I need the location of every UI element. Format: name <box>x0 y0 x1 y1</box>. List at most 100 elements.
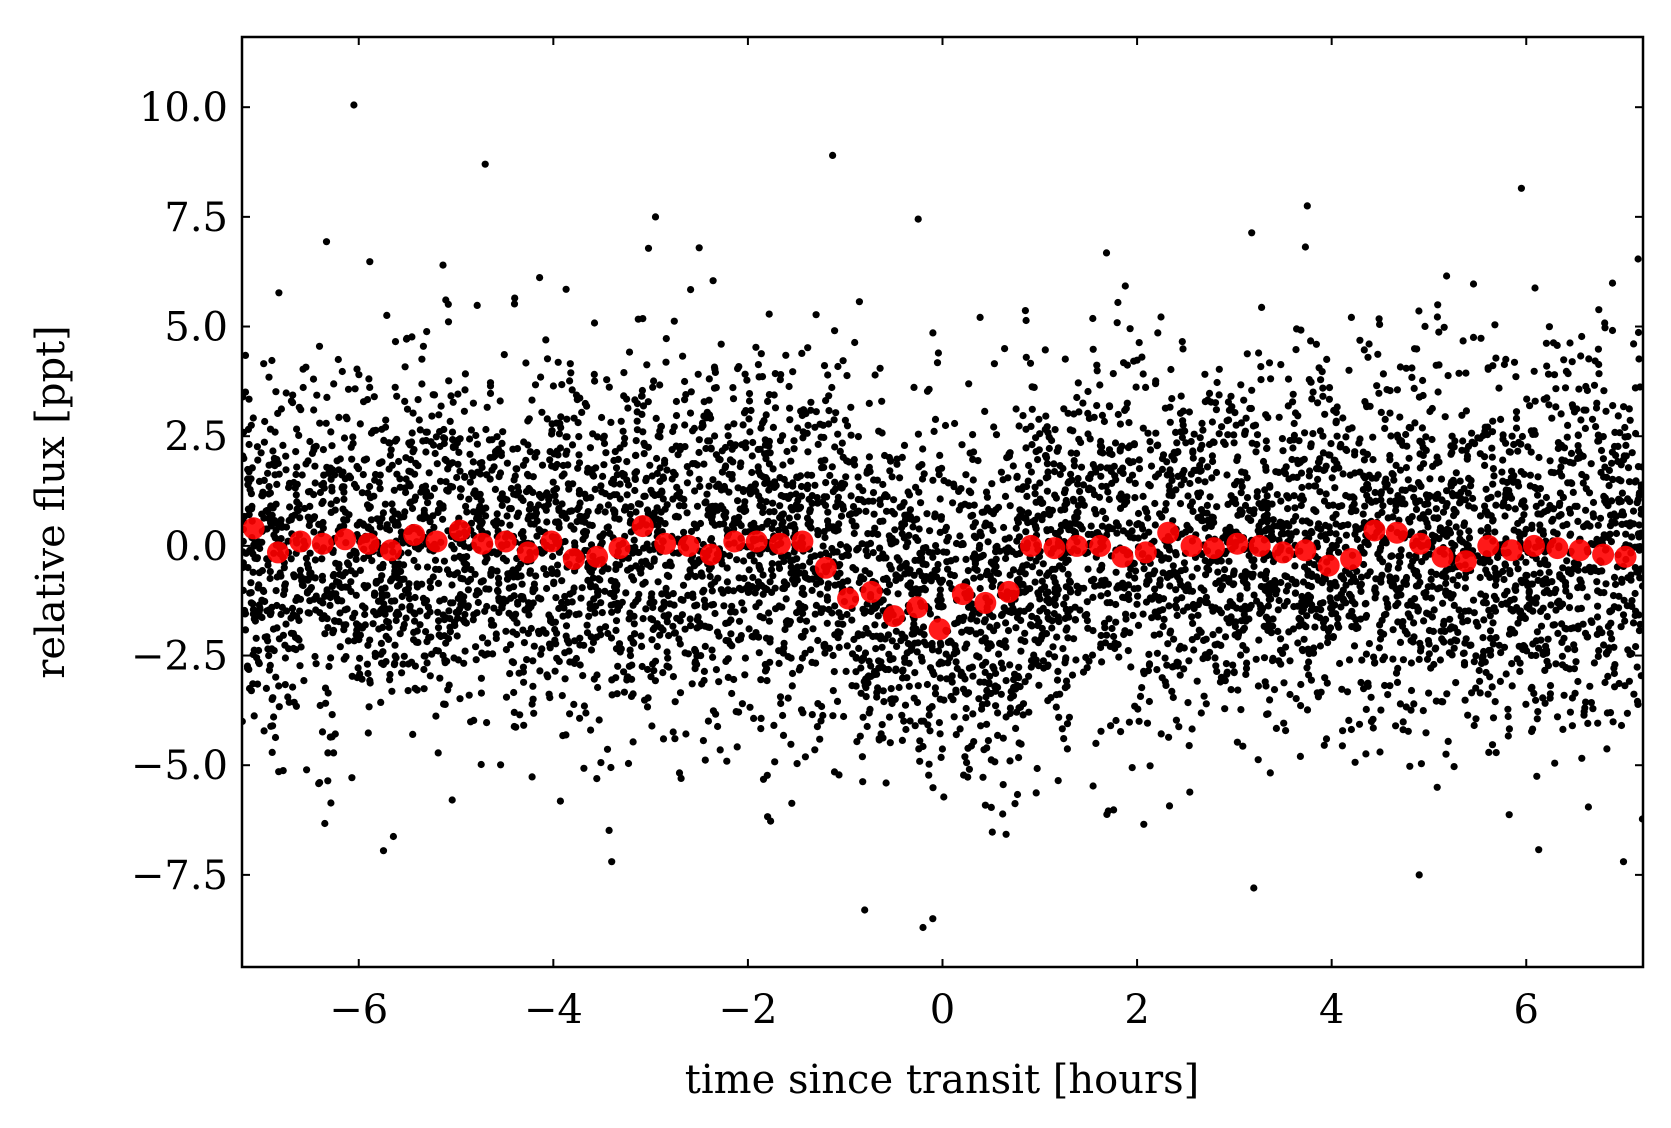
unbinned-data-point <box>757 725 765 733</box>
unbinned-data-point <box>635 590 643 598</box>
unbinned-data-point <box>242 351 250 359</box>
unbinned-data-point <box>820 528 828 536</box>
unbinned-data-point <box>1264 626 1272 635</box>
unbinned-data-point <box>1270 686 1279 694</box>
unbinned-data-point <box>724 673 732 682</box>
unbinned-data-point <box>506 521 514 529</box>
unbinned-data-point <box>1310 644 1318 652</box>
unbinned-data-point <box>1074 379 1082 387</box>
unbinned-data-point <box>1221 705 1229 713</box>
unbinned-data-point <box>427 438 435 446</box>
unbinned-data-point <box>311 479 319 487</box>
unbinned-data-point <box>1635 611 1643 619</box>
unbinned-data-point <box>1514 565 1522 573</box>
unbinned-data-point <box>1131 574 1139 582</box>
unbinned-data-point <box>595 716 603 724</box>
unbinned-data-point <box>1190 430 1198 438</box>
unbinned-data-point <box>728 689 736 698</box>
unbinned-data-point <box>1392 602 1400 610</box>
unbinned-data-point <box>1033 764 1041 773</box>
unbinned-data-point <box>306 437 314 446</box>
unbinned-data-point <box>1571 502 1579 510</box>
unbinned-data-point <box>1113 319 1121 327</box>
unbinned-data-point <box>828 383 836 392</box>
unbinned-data-point <box>1135 339 1143 347</box>
unbinned-data-point <box>1612 512 1620 521</box>
unbinned-data-point <box>1410 619 1418 627</box>
unbinned-data-point <box>965 626 973 634</box>
unbinned-data-point <box>1547 601 1555 609</box>
unbinned-data-point <box>1043 487 1051 495</box>
unbinned-data-point <box>1012 405 1020 413</box>
unbinned-data-point <box>916 737 924 745</box>
unbinned-data-point <box>1173 569 1181 577</box>
unbinned-data-point <box>398 592 406 601</box>
unbinned-data-point <box>1507 494 1516 502</box>
unbinned-data-point <box>1594 652 1602 661</box>
unbinned-data-point <box>1574 677 1582 686</box>
unbinned-data-point <box>1402 430 1410 439</box>
unbinned-data-point <box>1439 530 1447 538</box>
unbinned-data-point <box>1357 678 1365 687</box>
unbinned-data-point <box>266 574 274 583</box>
unbinned-data-point <box>626 510 634 518</box>
unbinned-data-point <box>1393 586 1401 594</box>
unbinned-data-point <box>665 663 673 671</box>
unbinned-data-point <box>602 449 610 457</box>
unbinned-data-point <box>1291 504 1299 512</box>
unbinned-data-point <box>597 759 605 767</box>
unbinned-data-point <box>1087 577 1096 585</box>
unbinned-data-point <box>1284 505 1292 513</box>
unbinned-data-point <box>759 590 767 598</box>
unbinned-data-point <box>434 624 443 632</box>
unbinned-data-point <box>444 465 452 473</box>
unbinned-data-point <box>1208 474 1216 482</box>
unbinned-data-point <box>460 407 468 415</box>
unbinned-data-point <box>1220 574 1228 582</box>
unbinned-data-point <box>863 467 872 475</box>
unbinned-data-point <box>264 645 272 653</box>
unbinned-data-point <box>466 450 474 458</box>
unbinned-data-point <box>709 653 717 661</box>
unbinned-data-point <box>798 349 806 357</box>
unbinned-data-point <box>1392 461 1400 469</box>
unbinned-data-point <box>1116 467 1124 475</box>
unbinned-data-point <box>401 363 409 371</box>
unbinned-data-point <box>1584 803 1592 811</box>
unbinned-data-point <box>906 579 915 587</box>
unbinned-data-point <box>613 690 621 698</box>
unbinned-data-point <box>887 457 895 465</box>
unbinned-data-point <box>847 403 855 411</box>
unbinned-data-point <box>936 639 945 647</box>
unbinned-data-point <box>1052 703 1060 711</box>
unbinned-data-point <box>1091 582 1099 590</box>
unbinned-data-point <box>445 377 453 385</box>
unbinned-data-point <box>528 773 536 781</box>
unbinned-data-point <box>299 365 307 373</box>
unbinned-data-point <box>1245 615 1253 623</box>
unbinned-data-point <box>1125 419 1133 427</box>
unbinned-data-point <box>1569 488 1577 496</box>
unbinned-data-point <box>499 554 507 563</box>
unbinned-data-point <box>1534 708 1542 716</box>
unbinned-data-point <box>652 414 660 422</box>
unbinned-data-point <box>1104 589 1112 598</box>
unbinned-data-point <box>1508 682 1516 690</box>
unbinned-data-point <box>799 562 807 570</box>
unbinned-data-point <box>1272 724 1280 733</box>
unbinned-data-point <box>1314 475 1322 483</box>
unbinned-data-point <box>724 423 732 431</box>
unbinned-data-point <box>1498 468 1506 476</box>
unbinned-data-point <box>1034 639 1043 647</box>
unbinned-data-point <box>366 482 374 491</box>
unbinned-data-point <box>981 801 990 809</box>
unbinned-data-point <box>607 418 615 426</box>
unbinned-data-point <box>695 448 703 457</box>
unbinned-data-point <box>812 311 820 319</box>
unbinned-data-point <box>546 644 554 652</box>
unbinned-data-point <box>1489 619 1497 627</box>
unbinned-data-point <box>1420 617 1428 625</box>
unbinned-data-point <box>1408 364 1416 372</box>
unbinned-data-point <box>465 691 473 699</box>
unbinned-data-point <box>408 504 417 513</box>
